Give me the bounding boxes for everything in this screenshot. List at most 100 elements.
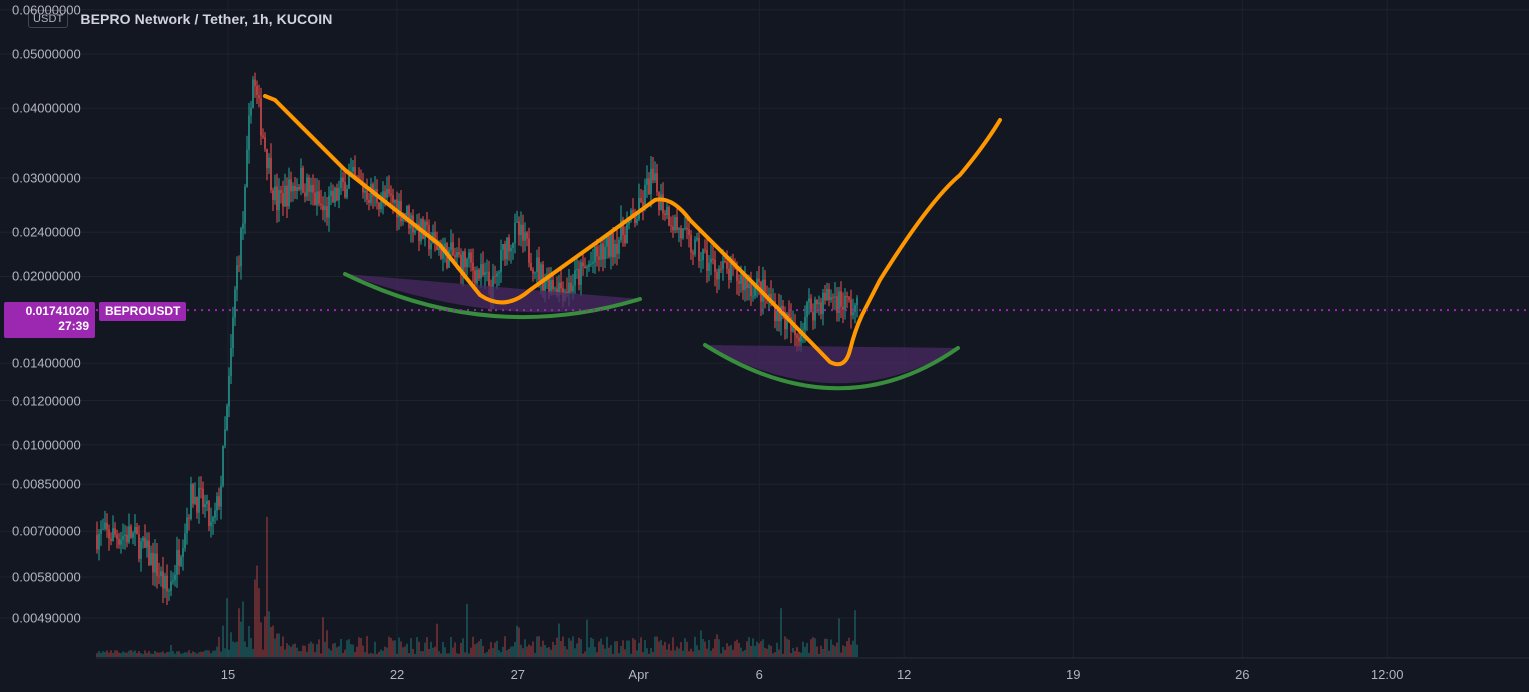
candle-body — [304, 192, 306, 197]
volume-bar — [626, 640, 628, 657]
cup-curve-right — [703, 343, 960, 391]
volume-bar — [738, 643, 740, 657]
candle-body — [270, 157, 272, 191]
candle-body — [646, 178, 648, 185]
volume-bar — [298, 651, 300, 657]
volume-bar — [246, 647, 248, 657]
price-tick-label: 0.02000000 — [12, 268, 81, 284]
volume-bar — [308, 643, 310, 657]
volume-bar — [280, 646, 282, 657]
volume-bar — [270, 626, 272, 657]
volume-bar — [414, 653, 416, 657]
volume-bar — [504, 636, 506, 657]
volume-bar — [474, 644, 476, 657]
volume-bar — [744, 649, 746, 657]
currency-badge[interactable]: USDT — [28, 10, 69, 28]
volume-bar — [260, 622, 262, 657]
time-tick-label: 6 — [755, 667, 763, 682]
volume-bar — [830, 639, 832, 657]
candle-body — [630, 210, 632, 219]
pattern-fill — [345, 274, 958, 384]
volume-bar — [322, 617, 324, 657]
volume-bar — [622, 640, 624, 657]
volume-bar — [506, 650, 508, 657]
volume-bar — [538, 636, 540, 657]
volume-bar — [210, 653, 212, 657]
candle-body — [336, 187, 338, 201]
candle-body — [794, 323, 796, 336]
volume-bar — [304, 645, 306, 657]
volume-bar — [294, 643, 296, 657]
candle-body — [480, 264, 482, 279]
candle-body — [160, 571, 162, 577]
candle-body — [308, 177, 310, 193]
candle-body — [814, 299, 816, 321]
candle-body — [804, 317, 806, 330]
volume-bar — [560, 641, 562, 657]
candle-body — [802, 329, 804, 331]
candle-body — [820, 302, 822, 314]
candle-body — [362, 183, 364, 193]
volume-bar — [564, 646, 566, 657]
candle-body — [848, 297, 850, 300]
candle-body — [396, 199, 398, 218]
volume-bar — [106, 650, 108, 657]
volume-bar — [148, 650, 150, 657]
candle-body — [284, 185, 286, 207]
volume-bar — [806, 642, 808, 657]
candle-body — [214, 510, 216, 518]
volume-bar — [466, 603, 468, 657]
chart-title[interactable]: BEPRO Network / Tether, 1h, KUCOIN — [80, 11, 333, 27]
candle-body — [210, 521, 212, 527]
candle-body — [526, 232, 528, 239]
candle-body — [530, 262, 532, 270]
candle-body — [234, 289, 236, 318]
volume-bar — [392, 640, 394, 657]
volume-bar — [186, 652, 188, 657]
volume-bar — [352, 644, 354, 657]
candle-body — [334, 187, 336, 203]
volume-bar — [426, 637, 428, 657]
candle-body — [132, 533, 134, 538]
volume-bar — [692, 651, 694, 657]
volume-bar — [380, 649, 382, 657]
volume-bar — [614, 641, 616, 657]
candle-body — [654, 173, 656, 181]
volume-bar — [736, 639, 738, 657]
volume-bar — [528, 644, 530, 657]
candle-body — [476, 269, 478, 284]
volume-bar — [610, 645, 612, 657]
candle-body — [510, 247, 512, 252]
volume-bar — [534, 652, 536, 657]
trend-drawing — [263, 94, 1002, 367]
volume-bar — [460, 642, 462, 657]
volume-bar — [258, 588, 260, 657]
volume-bar — [360, 637, 362, 657]
volume-bar — [580, 639, 582, 657]
volume-bar — [412, 648, 414, 657]
candle-body — [110, 538, 112, 541]
volume-bar — [200, 651, 202, 657]
candle-body — [494, 276, 496, 278]
time-tick-label: 12:00 — [1370, 667, 1404, 682]
candle-body — [682, 228, 684, 239]
volume-bar — [310, 641, 312, 657]
candle-body — [472, 262, 474, 271]
candle-body — [408, 206, 410, 229]
volume-bar — [706, 648, 708, 657]
candle-body — [812, 312, 814, 321]
candle-body — [724, 260, 726, 262]
volume-bar — [306, 651, 308, 657]
volume-bar — [178, 651, 180, 657]
candle-body — [728, 268, 730, 281]
volume-bar — [496, 640, 498, 657]
candle-body — [418, 223, 420, 242]
candle-body — [414, 230, 416, 233]
volume-bar — [194, 652, 196, 657]
candle-body — [276, 186, 278, 211]
volume-bar — [700, 630, 702, 657]
candle-body — [678, 228, 680, 230]
volume-bar — [436, 623, 438, 657]
